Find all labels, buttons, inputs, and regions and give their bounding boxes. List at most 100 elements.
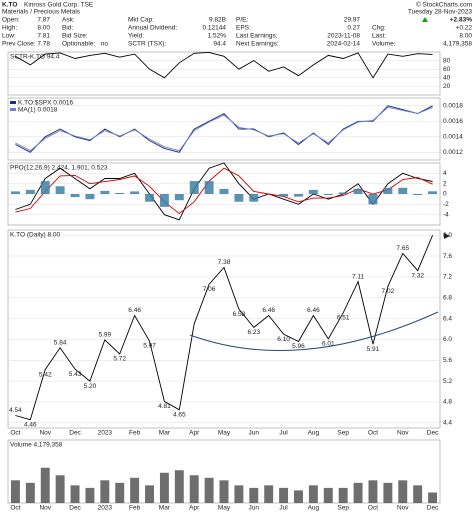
value-label: 4.81 <box>158 403 171 410</box>
series-line <box>15 51 433 79</box>
y-tick-label: 0.0018 <box>443 102 463 109</box>
bar <box>159 472 169 503</box>
bar <box>40 467 50 503</box>
bar <box>338 487 348 503</box>
bar <box>100 480 110 503</box>
value-label: 7.32 <box>411 272 424 279</box>
series-line <box>15 105 433 153</box>
bar <box>70 485 80 503</box>
bar <box>234 194 244 202</box>
quote-value: +0.22 <box>456 25 473 32</box>
bar <box>130 477 140 503</box>
panel-frame <box>7 229 441 429</box>
x-tick-label: Dec <box>69 430 81 437</box>
quote-label: Last: <box>372 33 386 40</box>
value-label: 5.97 <box>143 343 156 350</box>
bar <box>174 194 184 201</box>
quote-label: Bid Size: <box>62 33 88 40</box>
quote-value: no <box>101 41 109 48</box>
value-label: 6.46 <box>128 307 141 314</box>
x-tick-label: Jun <box>249 430 260 437</box>
bar <box>294 490 303 503</box>
quote-value: 9.82B <box>209 17 226 24</box>
series-line <box>15 167 433 215</box>
change-percent: +2.83% <box>450 17 472 24</box>
quote-label: Last Earnings: <box>236 33 278 40</box>
up-arrow <box>422 17 428 22</box>
quote-value: 1.52% <box>208 33 227 40</box>
y-tick-label: 6.0 <box>443 336 452 343</box>
value-label: 5.43 <box>69 371 82 378</box>
x-tick-label: 2023 <box>98 430 113 437</box>
bar <box>40 181 50 194</box>
x-tick-label: May <box>218 505 231 512</box>
x-tick-label: Dec <box>69 505 81 512</box>
bar <box>308 485 318 503</box>
y-tick-label: 7.2 <box>443 274 452 281</box>
quote-value: 29.97 <box>344 17 361 24</box>
x-tick-label: Feb <box>129 505 141 512</box>
x-tick-label: Nov <box>39 430 51 437</box>
series-line <box>15 235 434 421</box>
quote-value: 7.81 <box>37 33 50 40</box>
panel-title: SCTR-K.TO 94.4 <box>10 54 60 61</box>
bar <box>353 482 363 503</box>
sector: Materials / Precious Metals <box>2 9 81 16</box>
quote-value: 2023-11-08 <box>327 33 360 40</box>
x-tick-label: Aug <box>308 505 320 512</box>
cup-arc <box>189 311 439 351</box>
bar <box>204 181 214 194</box>
quote-label: Volume: <box>372 41 396 48</box>
bar <box>115 482 125 503</box>
price-marker <box>444 233 450 239</box>
x-tick-label: Mar <box>159 430 171 437</box>
date: Tuesday 28-Nov-2023 <box>408 9 472 16</box>
quote-label: Optionable: <box>62 41 95 48</box>
bar <box>145 485 154 503</box>
x-tick-label: May <box>218 430 231 437</box>
value-label: 4.65 <box>173 411 186 418</box>
bar <box>234 485 244 503</box>
value-label: 5.96 <box>292 343 305 350</box>
panel-frame <box>7 51 441 96</box>
x-tick-label: Feb <box>129 430 141 437</box>
y-tick-label: 4 <box>443 170 447 177</box>
bar <box>249 487 259 503</box>
y-tick-label: 0.0014 <box>443 133 463 140</box>
bar <box>159 194 169 207</box>
legend-swatch <box>10 101 16 104</box>
legend-swatch <box>10 108 16 111</box>
y-tick-label: 4.4 <box>443 420 452 427</box>
bar <box>25 482 35 503</box>
panel-title: PPO(12,26,9) 2.424, 1.901, 0.523 <box>10 165 108 172</box>
value-label: 5.42 <box>39 371 52 378</box>
bar <box>174 470 184 503</box>
x-tick-label: Nov <box>397 505 409 512</box>
value-label: 6.10 <box>277 336 290 343</box>
x-tick-label: Nov <box>39 505 51 512</box>
y-tick-label: 20 <box>443 83 451 90</box>
x-tick-label: Dec <box>427 430 439 437</box>
x-tick-label: Oct <box>368 505 378 512</box>
bar <box>398 187 408 194</box>
quote-value: 94.4 <box>213 41 226 48</box>
bar <box>85 194 95 200</box>
value-label: 6.58 <box>233 311 246 318</box>
y-tick-label: 6.4 <box>443 315 452 322</box>
quote-label: Ask: <box>62 17 75 24</box>
company-name: Kinross Gold Corp. TSE <box>24 2 94 9</box>
panel-frame <box>7 97 441 161</box>
bar <box>279 194 289 197</box>
bar <box>249 194 259 202</box>
bar <box>10 480 20 503</box>
x-tick-label: Apr <box>189 430 200 437</box>
quote-value: 0.12144 <box>203 25 227 32</box>
value-label: 5.72 <box>113 356 126 363</box>
x-tick-label: Jun <box>249 505 260 512</box>
y-tick-label: 2 <box>443 180 447 187</box>
x-tick-label: Oct <box>10 505 20 512</box>
x-tick-label: Jul <box>279 505 288 512</box>
bar <box>428 492 438 503</box>
bar <box>323 194 333 196</box>
